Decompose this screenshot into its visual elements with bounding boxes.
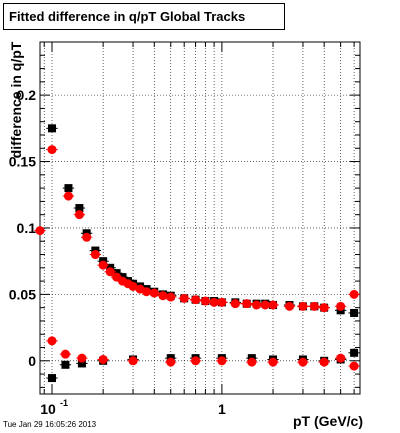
data-point: [298, 357, 308, 367]
data-point: [179, 293, 189, 303]
y-tick-label: 0.15: [9, 154, 36, 170]
data-point: [350, 348, 359, 357]
data-point: [149, 288, 159, 298]
y-tick-label: 0.05: [9, 286, 36, 302]
grid-lines: [40, 42, 360, 394]
data-point: [47, 374, 56, 383]
data-point: [128, 356, 138, 366]
data-point: [336, 353, 346, 363]
data-point: [191, 356, 201, 366]
x-tick-label: 10: [40, 401, 56, 417]
plot-frame: [39, 41, 361, 395]
data-point: [309, 301, 319, 311]
data-point: [47, 336, 57, 346]
data-point: [142, 287, 152, 297]
data-point: [298, 301, 308, 311]
data-points: [34, 124, 360, 383]
data-point: [260, 300, 270, 310]
chart-title: Fitted difference in q/pT Global Tracks: [3, 3, 285, 30]
data-point: [217, 297, 227, 307]
data-point: [200, 296, 210, 306]
data-point: [336, 301, 346, 311]
data-point: [74, 210, 84, 220]
data-point: [252, 300, 262, 310]
data-point: [191, 295, 201, 305]
y-tick-label: 0: [28, 353, 36, 369]
data-point: [158, 291, 168, 301]
x-tick-label: 1: [218, 401, 226, 417]
data-point: [35, 226, 45, 236]
data-point: [268, 300, 278, 310]
data-point: [105, 267, 115, 277]
data-point: [47, 124, 56, 133]
data-point: [63, 191, 73, 201]
data-point: [268, 357, 278, 367]
data-point: [247, 357, 257, 367]
data-point: [349, 361, 359, 371]
data-point: [166, 357, 176, 367]
data-point: [98, 260, 108, 270]
data-point: [77, 353, 87, 363]
data-point: [166, 292, 176, 302]
data-point: [209, 297, 219, 307]
data-point: [75, 204, 84, 213]
x-tick-label-exponent: -1: [60, 398, 68, 408]
data-point: [217, 356, 227, 366]
data-point: [349, 289, 359, 299]
y-tick-label: 0.1: [17, 220, 37, 236]
y-tick-label: 0.2: [17, 87, 37, 103]
data-point: [98, 354, 108, 364]
data-point: [350, 308, 359, 317]
x-axis-label: pT (GeV/c): [292, 413, 363, 429]
series-red: [34, 145, 360, 371]
y-axis-label: difference in q/pT: [8, 41, 24, 159]
timestamp: Tue Jan 29 16:05:26 2013: [3, 420, 97, 429]
data-point: [60, 349, 70, 359]
data-point: [47, 145, 57, 155]
axis-ticks: [40, 42, 360, 394]
data-point: [319, 357, 329, 367]
data-point: [61, 360, 70, 369]
data-point: [230, 299, 240, 309]
data-point: [284, 301, 294, 311]
data-point: [242, 299, 252, 309]
tick-labels: 0 0.05 0.1 0.15 0.2 10 -1 1: [9, 87, 226, 417]
data-point: [64, 184, 73, 193]
data-point: [82, 232, 92, 242]
data-point: [90, 250, 100, 260]
data-point: [77, 359, 86, 368]
data-point: [319, 303, 329, 313]
